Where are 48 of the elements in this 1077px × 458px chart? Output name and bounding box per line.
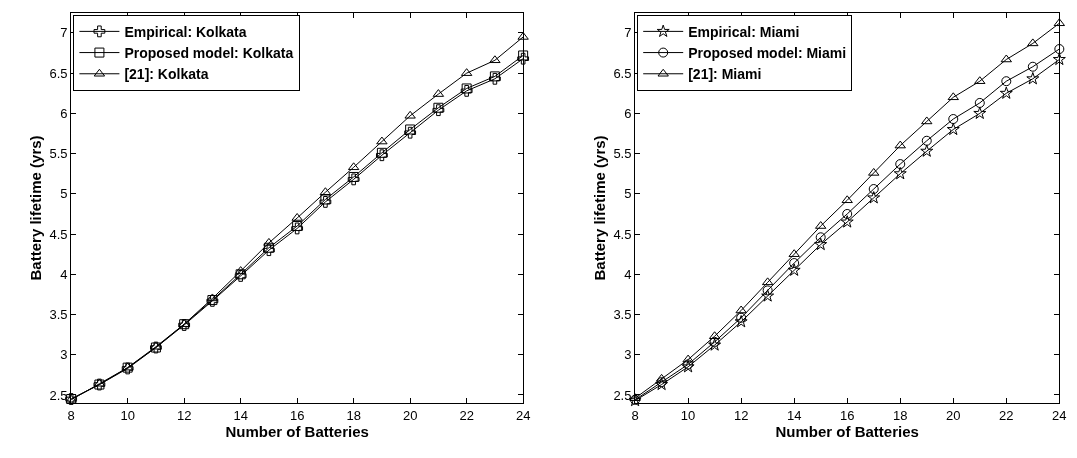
- y-axis-title: Battery lifetime (yrs): [26, 135, 44, 281]
- y-tick-label: 4.5: [49, 226, 68, 242]
- y-tick-label: 2.5: [49, 387, 68, 403]
- x-axis-title: Number of Batteries: [775, 422, 919, 440]
- y-tick-label: 6.5: [49, 65, 68, 81]
- x-tick-label: 16: [839, 407, 855, 423]
- legend-label: Proposed model: Miami: [688, 45, 847, 62]
- x-tick-label: 8: [631, 407, 639, 423]
- x-tick-label: 20: [402, 407, 418, 423]
- y-tick-label: 3.5: [613, 307, 632, 323]
- y-tick-label: 3: [624, 347, 632, 363]
- x-tick-label: 12: [733, 407, 749, 423]
- legend-label: Proposed model: Kolkata: [124, 45, 294, 62]
- legend-label: Empirical: Kolkata: [124, 23, 247, 40]
- legend-label: Empirical: Miami: [688, 23, 800, 40]
- y-tick-label: 5.5: [613, 146, 632, 162]
- x-tick-label: 10: [120, 407, 135, 423]
- y-tick-label: 3: [60, 347, 68, 363]
- x-tick-label: 14: [786, 407, 802, 423]
- legend-label: [21]: Miami: [688, 66, 762, 83]
- x-tick-label: 22: [999, 407, 1014, 423]
- x-tick-label: 10: [680, 407, 696, 423]
- y-tick-label: 7: [624, 25, 632, 41]
- y-tick-label: 6: [60, 105, 68, 121]
- x-tick-label: 20: [946, 407, 961, 423]
- y-tick-label: 4.5: [613, 226, 632, 242]
- x-tick-label: 14: [233, 407, 248, 423]
- y-tick-label: 4: [624, 266, 632, 282]
- legend-label: [21]: Kolkata: [124, 66, 209, 83]
- y-tick-label: 6: [624, 105, 632, 121]
- x-tick-label: 24: [1052, 407, 1067, 423]
- y-tick-label: 2.5: [613, 387, 632, 403]
- y-tick-label: 6.5: [613, 65, 632, 81]
- y-tick-label: 5: [60, 186, 68, 202]
- y-tick-label: 3.5: [49, 307, 68, 323]
- x-tick-label: 12: [176, 407, 192, 423]
- x-axis-title: Number of Batteries: [225, 422, 369, 440]
- x-tick-label: 18: [346, 407, 361, 423]
- y-tick-label: 7: [60, 25, 68, 41]
- x-tick-label: 24: [515, 407, 531, 423]
- x-tick-label: 18: [893, 407, 908, 423]
- x-tick-label: 22: [459, 407, 474, 423]
- y-tick-label: 4: [60, 266, 68, 282]
- y-tick-label: 5.5: [49, 146, 68, 162]
- y-axis-title: Battery lifetime (yrs): [590, 135, 608, 281]
- x-tick-label: 16: [289, 407, 305, 423]
- x-tick-label: 8: [67, 407, 75, 423]
- y-tick-label: 5: [624, 186, 632, 202]
